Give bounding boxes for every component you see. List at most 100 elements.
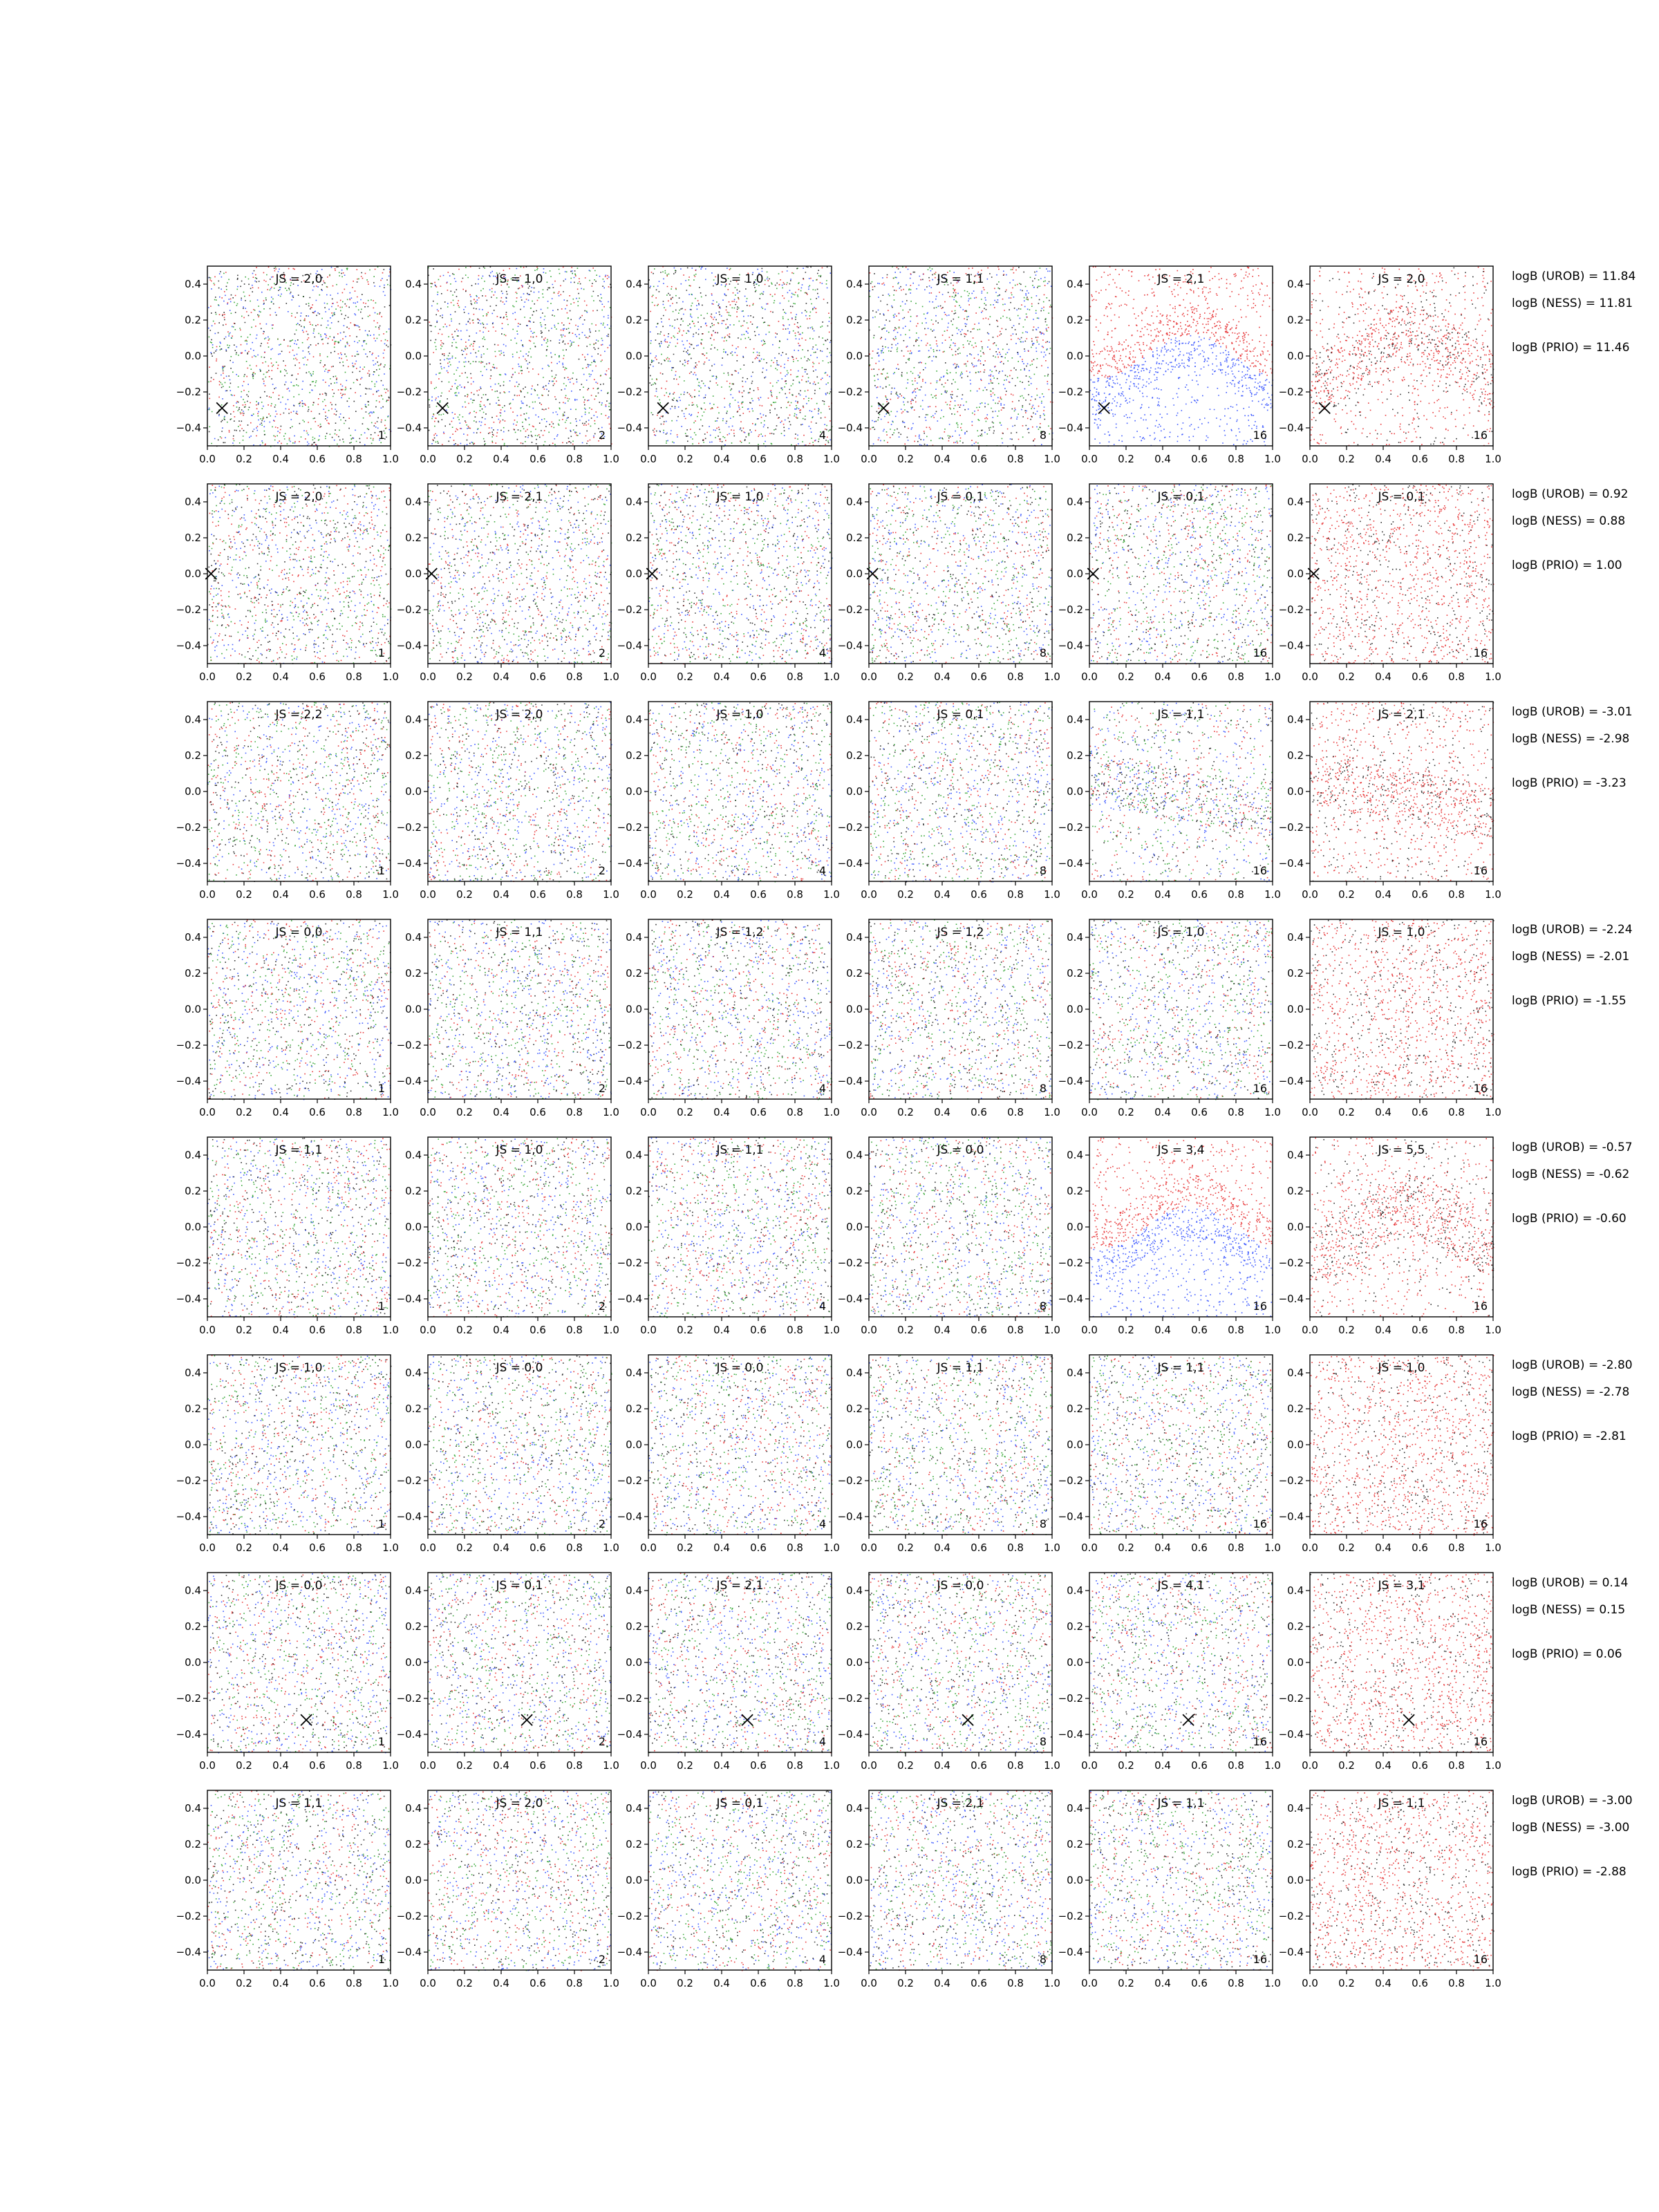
y-tick-label: −0.4 bbox=[838, 639, 863, 652]
y-tick-label: 0.2 bbox=[185, 967, 201, 980]
scatter-points-4 bbox=[208, 920, 392, 1100]
js-label: JS = 0,0 bbox=[275, 926, 323, 939]
axes-frame bbox=[648, 1136, 832, 1318]
logb-prio-label: logB (PRIO) = -2.81 bbox=[1512, 1430, 1627, 1443]
y-tick-label: 0.4 bbox=[185, 496, 201, 508]
js-label: JS = 2,2 bbox=[275, 708, 323, 722]
axes-frame bbox=[1309, 483, 1494, 664]
y-tick-label: 0.2 bbox=[1287, 749, 1304, 762]
x-tick-label: 1.0 bbox=[603, 1541, 619, 1554]
x-tick-label: 0.2 bbox=[897, 453, 914, 465]
panel-r1-c6: 0.0 0.2 0.4 0.6 0.8 1.0 −0.4 −0.2 0.0 0.2 0.4 JS = … bbox=[1279, 265, 1501, 465]
target-marker bbox=[1098, 402, 1110, 415]
x-tick-label: 0.8 bbox=[346, 1541, 362, 1554]
x-tick-label: 0.2 bbox=[897, 1977, 914, 1989]
x-tick-label: 1.0 bbox=[1485, 1759, 1501, 1772]
panel-count-label: 2 bbox=[599, 1300, 606, 1313]
y-tick-label: 0.4 bbox=[1067, 496, 1083, 508]
y-tick-label: 0.4 bbox=[1067, 713, 1083, 726]
x-tick-label: 0.6 bbox=[1412, 1759, 1428, 1772]
x-tick-label: 0.0 bbox=[199, 1759, 216, 1772]
js-label: JS = 0,1 bbox=[496, 1579, 543, 1593]
y-tick-label: 0.2 bbox=[1067, 314, 1083, 326]
y-tick-label: 0.0 bbox=[1067, 568, 1083, 580]
x-tick-label: 0.0 bbox=[1081, 1541, 1098, 1554]
panel-count-label: 8 bbox=[1040, 1517, 1047, 1530]
y-tick-label: 0.4 bbox=[1287, 713, 1304, 726]
js-label: JS = 2,1 bbox=[716, 1579, 764, 1593]
x-tick-label: 0.6 bbox=[750, 1759, 767, 1772]
js-label: JS = 1,0 bbox=[716, 490, 764, 504]
scatter-points-1 bbox=[1089, 335, 1274, 447]
x-tick-label: 0.4 bbox=[1375, 1324, 1391, 1336]
panel-r7-c3: 0.0 0.2 0.4 0.6 0.8 1.0 −0.4 −0.2 0.0 0.2 0.4 JS = … bbox=[617, 1572, 840, 1772]
x-tick-label: 1.0 bbox=[1044, 888, 1060, 901]
x-tick-label: 0.0 bbox=[420, 1759, 436, 1772]
x-tick-label: 1.0 bbox=[823, 888, 840, 901]
y-tick-label: 0.0 bbox=[405, 568, 422, 580]
x-tick-label: 0.4 bbox=[1375, 1759, 1391, 1772]
scatter-points-1 bbox=[1310, 1137, 1494, 1318]
x-tick-label: 1.0 bbox=[823, 1106, 840, 1118]
scatter-points-1 bbox=[429, 484, 612, 665]
y-tick-label: 0.4 bbox=[405, 278, 422, 290]
scatter-points-4 bbox=[869, 702, 1053, 883]
x-tick-label: 1.0 bbox=[603, 1977, 619, 1989]
panel-count-label: 1 bbox=[378, 1300, 385, 1313]
y-tick-label: −0.4 bbox=[617, 1075, 642, 1087]
x-tick-label: 0.0 bbox=[1302, 1977, 1318, 1989]
y-tick-label: −0.2 bbox=[1279, 821, 1304, 834]
y-tick-label: 0.2 bbox=[846, 967, 863, 980]
logb-ness-label: logB (NESS) = 11.81 bbox=[1512, 297, 1633, 310]
panel-count-label: 8 bbox=[1040, 864, 1047, 877]
panel-r5-c5: 0.0 0.2 0.4 0.6 0.8 1.0 −0.4 −0.2 0.0 0.2 0.4 JS = … bbox=[1058, 1136, 1281, 1336]
scatter-points-2 bbox=[1310, 1792, 1494, 1968]
x-tick-label: 0.6 bbox=[1412, 1106, 1428, 1118]
panel-count-label: 4 bbox=[819, 1082, 826, 1095]
y-tick-label: 0.0 bbox=[1287, 1656, 1304, 1669]
x-tick-label: 0.0 bbox=[199, 1541, 216, 1554]
y-tick-label: 0.2 bbox=[626, 1620, 642, 1633]
x-tick-label: 0.4 bbox=[272, 671, 289, 683]
x-tick-label: 0.8 bbox=[1448, 453, 1465, 465]
x-tick-label: 0.0 bbox=[420, 453, 436, 465]
scatter-points-1 bbox=[869, 920, 1053, 1100]
x-tick-label: 0.8 bbox=[1007, 1106, 1024, 1118]
js-label: JS = 1,1 bbox=[1157, 1361, 1205, 1375]
scatter-points-4 bbox=[429, 1573, 612, 1753]
js-label: JS = 1,0 bbox=[275, 1361, 323, 1375]
y-tick-label: 0.2 bbox=[626, 967, 642, 980]
y-tick-label: −0.2 bbox=[1058, 1692, 1083, 1705]
x-tick-label: 0.2 bbox=[897, 1106, 914, 1118]
y-tick-label: −0.2 bbox=[397, 1257, 422, 1269]
x-tick-label: 0.6 bbox=[309, 1977, 326, 1989]
x-tick-label: 1.0 bbox=[1264, 453, 1281, 465]
y-tick-label: −0.2 bbox=[1058, 386, 1083, 398]
x-tick-label: 1.0 bbox=[1485, 1541, 1501, 1554]
y-tick-label: −0.2 bbox=[397, 1474, 422, 1487]
x-tick-label: 0.2 bbox=[1338, 671, 1355, 683]
scatter-points-4 bbox=[428, 1790, 611, 1971]
panel-count-label: 2 bbox=[599, 1735, 606, 1748]
panel-count-label: 16 bbox=[1253, 646, 1267, 659]
target-marker bbox=[425, 568, 438, 580]
x-tick-label: 0.0 bbox=[640, 1541, 657, 1554]
js-label: JS = 0,0 bbox=[275, 1579, 323, 1593]
scatter-points-1 bbox=[429, 1138, 612, 1315]
y-tick-label: −0.2 bbox=[838, 1692, 863, 1705]
x-tick-label: 0.0 bbox=[1081, 1324, 1098, 1336]
x-tick-label: 0.6 bbox=[309, 1541, 326, 1554]
scatter-points-2 bbox=[209, 266, 391, 447]
js-label: JS = 1,0 bbox=[716, 272, 764, 286]
x-tick-label: 0.2 bbox=[456, 1324, 473, 1336]
y-tick-label: −0.2 bbox=[397, 1039, 422, 1051]
panel-r1-c2: 0.0 0.2 0.4 0.6 0.8 1.0 −0.4 −0.2 0.0 0.2 0.4 JS = … bbox=[397, 265, 619, 465]
y-tick-label: 0.2 bbox=[1067, 1838, 1083, 1850]
panel-count-label: 16 bbox=[1253, 1735, 1267, 1748]
scatter-points-3 bbox=[650, 1356, 833, 1535]
scatter-points-4 bbox=[207, 484, 392, 664]
x-tick-label: 0.6 bbox=[309, 888, 326, 901]
x-tick-label: 0.8 bbox=[1007, 888, 1024, 901]
x-tick-label: 0.6 bbox=[1412, 1541, 1428, 1554]
